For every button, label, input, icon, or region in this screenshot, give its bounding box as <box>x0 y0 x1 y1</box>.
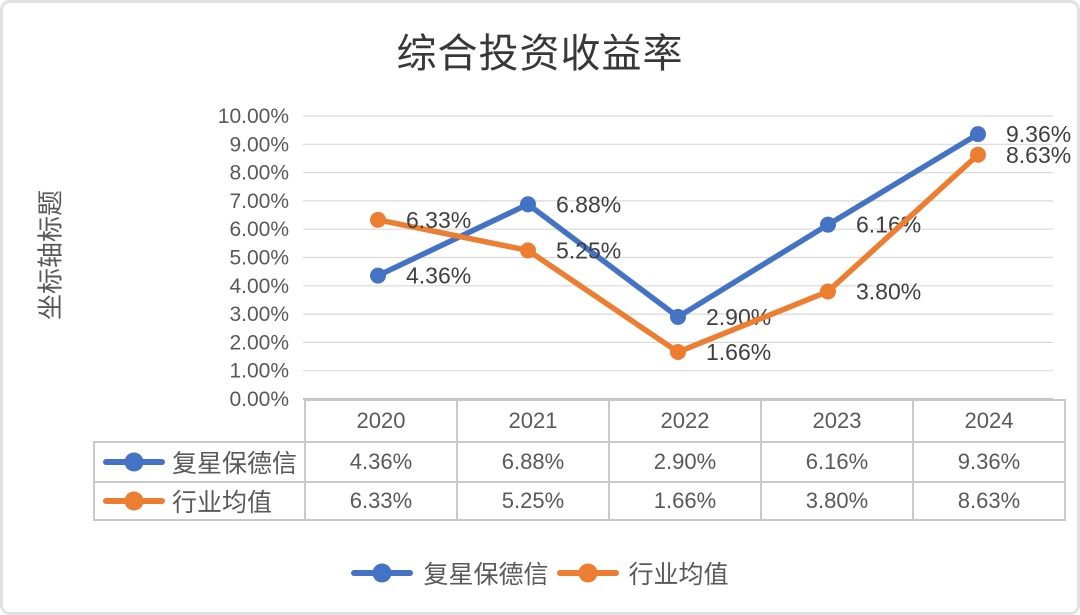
legend-key-dot <box>124 491 144 511</box>
data-point-marker <box>520 242 536 259</box>
table-value-cell: 4.36% <box>304 441 458 483</box>
series-name-inner: 行业均值 <box>95 483 304 519</box>
data-point-marker <box>370 211 386 228</box>
y-tick-label: 3.00% <box>229 303 289 326</box>
table-year-header: 2020 <box>304 399 458 443</box>
y-tick-label: 5.00% <box>229 247 289 270</box>
y-tick-label: 6.00% <box>229 218 289 241</box>
chart-title: 综合投资收益率 <box>396 31 684 77</box>
table-value-cell: 6.88% <box>456 441 610 483</box>
y-tick-label: 0.00% <box>229 388 289 411</box>
plot-area: 0.00% 1.00% 2.00% 3.00% 4.00% 5.00% 6.00% 7.00%… <box>218 105 1071 411</box>
y-tick-label: 10.00% <box>218 105 289 128</box>
legend-item: 复星保德信 <box>351 555 549 591</box>
data-point-label: 3.80% <box>856 278 921 304</box>
data-point-label: 6.33% <box>406 207 471 233</box>
legend-item: 行业均值 <box>556 555 729 591</box>
y-tick-label: 4.00% <box>229 275 289 298</box>
y-tick-label: 2.00% <box>229 331 289 354</box>
data-point-marker <box>820 216 836 233</box>
data-point-marker <box>370 267 386 284</box>
table-row: 行业均值 6.33% 5.25% 1.66% 3.80% 8.63% <box>93 481 1066 521</box>
legend-key-line <box>556 563 619 583</box>
legend-key-dot <box>372 563 392 583</box>
legend-key-dot <box>124 452 144 472</box>
series-name-label: 复星保德信 <box>172 449 298 478</box>
data-point-marker <box>670 308 686 325</box>
y-tick-label: 9.00% <box>229 133 289 156</box>
table-value-cell: 6.16% <box>760 441 914 483</box>
table-value-cell: 8.63% <box>912 481 1066 521</box>
table-series-name-cell: 行业均值 <box>93 481 306 521</box>
table-value-cell: 3.80% <box>760 481 914 521</box>
data-point-marker <box>970 146 986 163</box>
data-point-label: 1.66% <box>706 339 771 365</box>
series-name-inner: 复星保德信 <box>95 444 304 480</box>
data-point-marker <box>970 126 986 143</box>
y-tick-label: 1.00% <box>229 360 289 383</box>
table-series-name-cell: 复星保德信 <box>93 441 306 483</box>
table-year-header: 2022 <box>608 399 762 443</box>
table-value-cell: 9.36% <box>912 441 1066 483</box>
data-point-label: 5.25% <box>556 237 621 263</box>
table-year-header: 2021 <box>456 399 610 443</box>
y-tick-label: 8.00% <box>229 162 289 185</box>
legend-item-label: 行业均值 <box>628 560 729 589</box>
chart-data-table: 2020 2021 2022 2023 2024 复星保德信 4.36% 6.88% 2.90%… <box>93 399 1066 521</box>
data-point-label: 4.36% <box>406 263 471 289</box>
data-point-label: 9.36% <box>1006 121 1071 147</box>
legend-key-line <box>103 491 165 511</box>
legend-key-line <box>351 563 414 583</box>
table-corner-blank <box>94 400 305 442</box>
table-header-row: 2020 2021 2022 2023 2024 <box>94 399 1066 443</box>
data-point-marker <box>520 196 536 213</box>
table-year-header: 2024 <box>912 399 1066 443</box>
series-name-label: 行业均值 <box>172 488 273 517</box>
table-value-cell: 1.66% <box>608 481 762 521</box>
chart-legend: 复星保德信 行业均值 <box>3 555 1077 591</box>
data-point-marker <box>670 344 686 361</box>
data-point-label: 6.88% <box>556 191 621 217</box>
y-tick-label: 7.00% <box>229 190 289 213</box>
legend-item-label: 复星保德信 <box>423 560 549 589</box>
table-row: 复星保德信 4.36% 6.88% 2.90% 6.16% 9.36% <box>93 441 1066 483</box>
table-year-header: 2023 <box>760 399 914 443</box>
legend-key-line <box>103 452 165 472</box>
table-value-cell: 2.90% <box>608 441 762 483</box>
data-point-marker <box>820 283 836 300</box>
legend-key-dot <box>578 563 597 583</box>
table-value-cell: 6.33% <box>304 481 458 521</box>
data-point-label: 8.63% <box>1006 142 1071 168</box>
table-value-cell: 5.25% <box>456 481 610 521</box>
